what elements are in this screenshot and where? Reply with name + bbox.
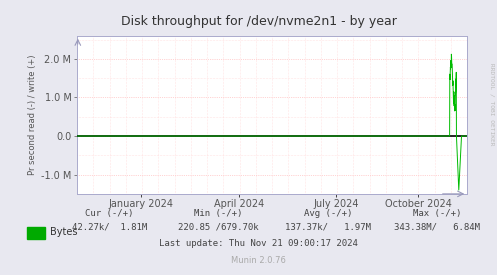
Text: Munin 2.0.76: Munin 2.0.76 [231, 256, 286, 265]
Text: Min (-/+): Min (-/+) [194, 209, 243, 218]
Text: Disk throughput for /dev/nvme2n1 - by year: Disk throughput for /dev/nvme2n1 - by ye… [120, 15, 397, 28]
Text: 343.38M/   6.84M: 343.38M/ 6.84M [394, 223, 481, 232]
Text: RRDTOOL / TOBI OETIKER: RRDTOOL / TOBI OETIKER [490, 63, 495, 146]
Text: Cur (-/+): Cur (-/+) [85, 209, 134, 218]
Text: Bytes: Bytes [50, 227, 77, 237]
Text: 220.85 /679.70k: 220.85 /679.70k [178, 223, 259, 232]
Y-axis label: Pr second read (-) / write (+): Pr second read (-) / write (+) [28, 54, 37, 175]
Text: Avg (-/+): Avg (-/+) [304, 209, 352, 218]
Text: 42.27k/  1.81M: 42.27k/ 1.81M [72, 223, 147, 232]
Text: 137.37k/   1.97M: 137.37k/ 1.97M [285, 223, 371, 232]
Text: Last update: Thu Nov 21 09:00:17 2024: Last update: Thu Nov 21 09:00:17 2024 [159, 239, 358, 248]
Text: Max (-/+): Max (-/+) [413, 209, 462, 218]
